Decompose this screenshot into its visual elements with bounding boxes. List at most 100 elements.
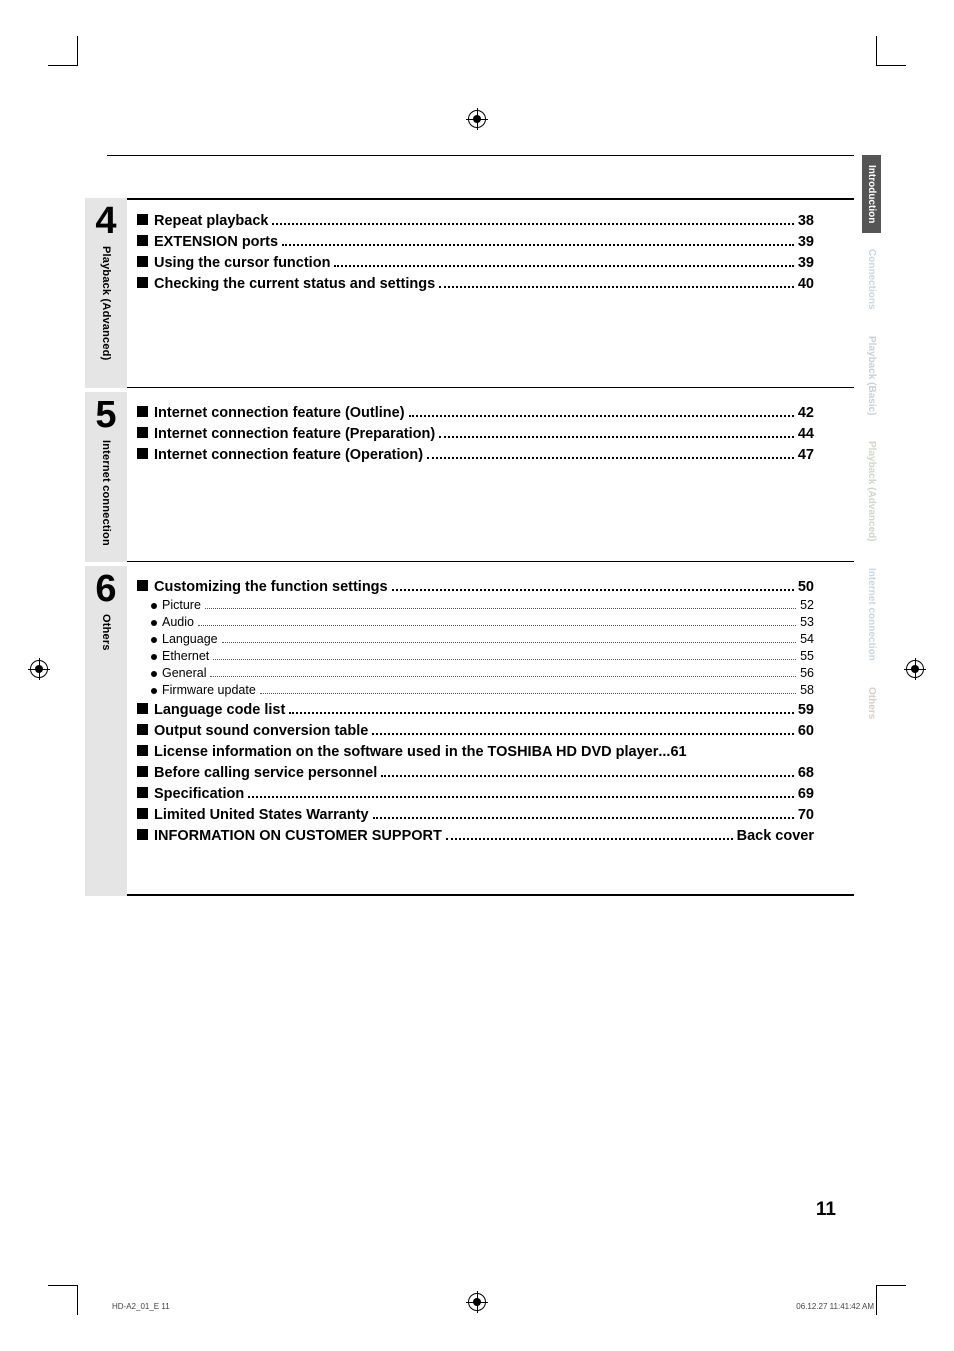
toc-page: 55 — [800, 649, 814, 663]
toc-row: Internet connection feature (Preparation… — [137, 424, 814, 442]
toc-label: Repeat playback — [154, 213, 268, 229]
toc-label: Language code list — [154, 702, 285, 718]
toc-label: Using the cursor function — [154, 255, 330, 271]
chapter-number: 6 — [95, 570, 116, 608]
crop-mark — [876, 1285, 906, 1315]
square-bullet-icon — [137, 724, 148, 735]
chapter-label: Others — [100, 614, 112, 651]
dot-bullet-icon — [151, 637, 157, 643]
toc-leader-dots — [381, 775, 794, 777]
toc-label: Firmware update — [162, 683, 256, 697]
square-bullet-icon — [137, 703, 148, 714]
toc-row: Limited United States Warranty70 — [137, 805, 814, 823]
toc-leader-dots — [392, 589, 794, 591]
dot-bullet-icon — [151, 654, 157, 660]
toc-label: Internet connection feature (Outline) — [154, 405, 405, 421]
toc-content: Internet connection feature (Outline)42I… — [127, 392, 854, 562]
toc-label: EXTENSION ports — [154, 234, 278, 250]
toc-row: Picture52 — [151, 598, 814, 612]
toc-leader-dots — [213, 659, 796, 660]
side-tab: Others — [862, 677, 881, 729]
toc-page: 50 — [798, 579, 814, 595]
registration-mark — [906, 660, 924, 678]
chapter-number: 4 — [95, 202, 116, 240]
page-content: IntroductionConnectionsPlayback (Basic)P… — [85, 155, 894, 1271]
toc-leader-dots — [372, 733, 794, 735]
square-bullet-icon — [137, 406, 148, 417]
square-bullet-icon — [137, 214, 148, 225]
toc-leader-dots — [439, 286, 794, 288]
toc-page: 59 — [798, 702, 814, 718]
toc-content: Repeat playback 38 EXTENSION ports 39 Using … — [127, 198, 854, 388]
top-rule — [107, 155, 854, 156]
toc-page: 38 — [798, 213, 814, 229]
side-tab: Introduction — [862, 155, 881, 233]
toc-label: Language — [162, 632, 218, 646]
toc-page: 40 — [798, 276, 814, 292]
square-bullet-icon — [137, 829, 148, 840]
toc-leader-dots — [272, 223, 793, 225]
registration-mark — [468, 110, 486, 128]
crop-mark — [876, 36, 906, 66]
chapter-column: 4Playback (Advanced) — [85, 198, 127, 388]
toc-row: Audio53 — [151, 615, 814, 629]
toc-leader-dots — [210, 676, 796, 677]
toc-ellipsis: ... — [658, 744, 670, 760]
footer-file-info: HD-A2_01_E 11 — [112, 1302, 170, 1311]
toc-row: Specification69 — [137, 784, 814, 802]
toc-row: Output sound conversion table60 — [137, 721, 814, 739]
toc-page: 42 — [798, 405, 814, 421]
toc-row: Firmware update58 — [151, 683, 814, 697]
toc-label: INFORMATION ON CUSTOMER SUPPORT — [154, 828, 442, 844]
chapter-label: Internet connection — [100, 440, 112, 546]
dot-bullet-icon — [151, 688, 157, 694]
toc-section: 4Playback (Advanced) Repeat playback 38 EXT… — [85, 198, 854, 388]
square-bullet-icon — [137, 766, 148, 777]
toc-row: Ethernet 55 — [151, 649, 814, 663]
toc-leader-dots — [446, 838, 733, 840]
chapter-number: 5 — [95, 396, 116, 434]
toc-row: EXTENSION ports 39 — [137, 232, 814, 250]
dot-bullet-icon — [151, 620, 157, 626]
toc-row: Internet connection feature (Outline) 42 — [137, 403, 814, 421]
toc-leader-dots — [222, 642, 796, 643]
toc-page: Back cover — [737, 828, 814, 844]
toc-row: Checking the current status and settings… — [137, 274, 814, 292]
toc-label: Ethernet — [162, 649, 209, 663]
toc-label: Limited United States Warranty — [154, 807, 369, 823]
toc-row: General 56 — [151, 666, 814, 680]
square-bullet-icon — [137, 580, 148, 591]
toc-page: 39 — [798, 234, 814, 250]
toc-label: General — [162, 666, 206, 680]
toc-section: 6 Others Customizing the function settings… — [85, 566, 854, 896]
toc-label: Audio — [162, 615, 194, 629]
toc-leader-dots — [260, 693, 796, 694]
toc-leader-dots — [289, 712, 794, 714]
toc-row: Repeat playback 38 — [137, 211, 814, 229]
square-bullet-icon — [137, 235, 148, 246]
dot-bullet-icon — [151, 671, 157, 677]
toc-page: 54 — [800, 632, 814, 646]
toc-leader-dots — [373, 817, 794, 819]
toc-row: Before calling service personnel68 — [137, 763, 814, 781]
toc-label: License information on the software used… — [154, 744, 658, 760]
toc-leader-dots — [198, 625, 796, 626]
toc-row: Internet connection feature (Operation)4… — [137, 445, 814, 463]
square-bullet-icon — [137, 256, 148, 267]
toc-section: 5 Internet connection Internet connection … — [85, 392, 854, 562]
toc-leader-dots — [282, 244, 794, 246]
toc-label: Picture — [162, 598, 201, 612]
toc-row: Customizing the function settings50 — [137, 577, 814, 595]
chapter-column: 6 Others — [85, 566, 127, 896]
toc-label: Before calling service personnel — [154, 765, 377, 781]
toc-page: 60 — [798, 723, 814, 739]
toc-page: 61 — [670, 744, 686, 760]
toc-page: 69 — [798, 786, 814, 802]
toc-row: INFORMATION ON CUSTOMER SUPPORT Back cove… — [137, 826, 814, 844]
square-bullet-icon — [137, 277, 148, 288]
toc-leader-dots — [248, 796, 794, 798]
toc-leader-dots — [205, 608, 796, 609]
toc-page: 56 — [800, 666, 814, 680]
side-tab: Internet connection — [862, 558, 881, 671]
toc-page: 47 — [798, 447, 814, 463]
